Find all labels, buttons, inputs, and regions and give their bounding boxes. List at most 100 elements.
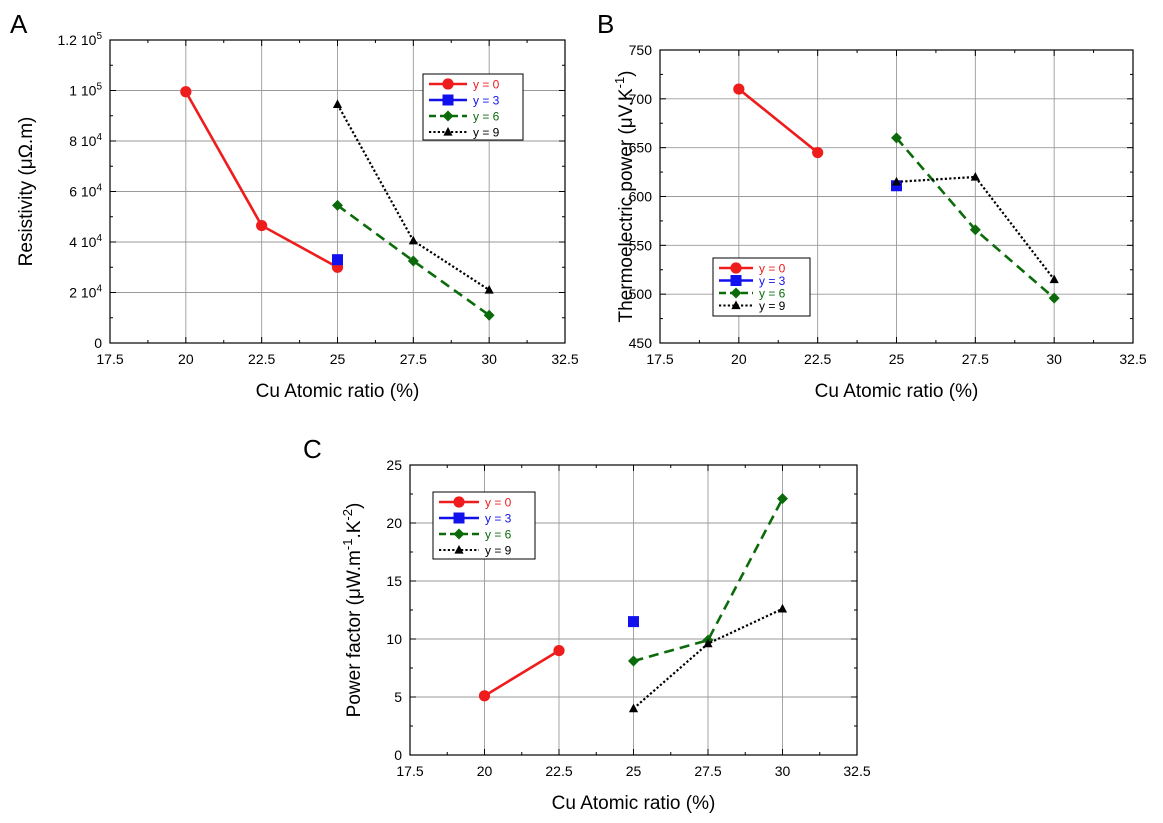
legend-label: y = 0 [759,262,786,276]
legend-label: y = 3 [473,94,500,108]
y-tick-label: 600 [629,189,653,205]
tick-marks [409,464,858,756]
x-tick-label: 20 [477,763,493,779]
legend-marker [730,275,742,286]
legend-marker [442,94,454,106]
series-y-0 [733,83,824,159]
series-y-6 [332,199,495,321]
legend-marker [443,127,453,136]
data-point [483,309,495,321]
legend-marker [730,287,742,299]
legend-marker [453,512,465,524]
legend-label: y = 6 [485,528,512,542]
y-tick-label: 450 [629,335,653,351]
data-point [332,199,343,211]
data-point [484,284,494,294]
x-tick-label: 32.5 [551,351,578,367]
y-axis-label: Resistivity (μΩ.m) [16,117,37,267]
x-tick-label: 32.5 [843,763,870,779]
series-y-3 [628,616,639,628]
data-point [777,603,788,613]
y-tick-label: 2 104 [69,284,102,301]
legend-label: y = 0 [485,496,512,510]
legend: y = 0y = 3y = 6y = 9 [712,257,811,317]
tick-marks [109,39,566,344]
x-tick-label: 25 [330,351,346,367]
legend-marker [730,262,742,274]
x-tick-label: 20 [731,351,747,367]
data-point [891,180,902,192]
legend: y = 0 y = 3 y = 6 y = 9 [432,491,536,560]
legend-label: y = 3 [759,274,786,288]
data-point [1048,292,1060,304]
chart-panel-a: A 17.5 20 22.5 25 27.5 30 32.5 0 2 104 4 104 6 104 8… [10,9,579,402]
chart-panel-b: B 17.5 20 22.5 25 27.5 30 32.5 450 500 550 600 650 70… [597,9,1147,402]
x-tick-label: 17.5 [396,763,423,779]
series-line [633,498,784,663]
panel-label: A [10,9,28,39]
data-point [1049,274,1059,284]
y-tick-label: 6 104 [69,183,102,200]
legend-marker [442,110,454,122]
y-tick-label: 20 [386,515,402,531]
x-tick-label: 25 [626,763,642,779]
data-point [180,86,192,98]
data-point [628,655,639,667]
series-line [483,649,560,697]
panel-label: C [303,434,322,464]
y-tick-label: 750 [629,42,653,58]
x-tick-label: 22.5 [248,351,275,367]
data-point [332,254,343,266]
data-point [478,690,491,702]
x-tick-label: 30 [1046,351,1062,367]
x-tick-label: 17.5 [96,351,123,367]
data-point [408,235,418,245]
x-tick-label: 22.5 [545,763,572,779]
y-tick-label: 8 104 [69,132,102,149]
data-point [969,224,981,236]
y-tick-label: 700 [629,91,653,107]
x-tick-label: 22.5 [804,351,831,367]
series-y-9 [332,99,494,294]
chart-panel-c: C 17.5 20 22.5 25 27.5 30 32.5 0 5 10 15 20 25 Cu Atom… [303,434,871,814]
legend-label: y = 9 [485,544,512,558]
x-tick-label: 30 [481,351,497,367]
legend-label: y = 0 [473,78,500,92]
x-axis-label: Cu Atomic ratio (%) [552,793,716,814]
panel-label: B [597,9,614,39]
series-y-9 [628,603,788,713]
data-point [407,255,419,267]
series-y-6 [891,132,1060,304]
y-tick-label: 0 [394,747,402,763]
legend-label: y = 9 [473,126,500,140]
x-tick-label: 32.5 [1119,351,1146,367]
data-point [970,171,980,181]
x-tick-label: 27.5 [962,351,989,367]
tick-marks [659,49,1134,344]
x-axis-label: Cu Atomic ratio (%) [256,381,420,402]
x-tick-label: 25 [889,351,905,367]
y-tick-label: 1.2 105 [58,31,103,48]
y-axis-label: Thermoelectric power (μV.K-1) [612,71,637,323]
legend-label: y = 6 [473,110,500,124]
series-y-3 [332,254,343,266]
y-axis-label: Power factor (μW.m-1.K-2) [340,503,365,718]
data-point [332,99,343,108]
y-tick-label: 0 [94,335,102,351]
legend-marker [454,545,464,554]
data-point [891,176,902,186]
series-y-0 [478,645,565,702]
legend-marker [442,78,454,90]
data-point [553,645,565,657]
y-tick-label: 650 [629,140,653,156]
series-y-3 [891,180,902,192]
legend-marker [453,528,465,540]
y-tick-label: 500 [629,286,653,302]
x-tick-label: 20 [178,351,194,367]
y-tick-label: 4 104 [69,233,102,250]
data-point [733,83,745,95]
legend-label: y = 3 [485,512,512,526]
data-point [703,638,713,648]
series-y-9 [891,171,1059,284]
